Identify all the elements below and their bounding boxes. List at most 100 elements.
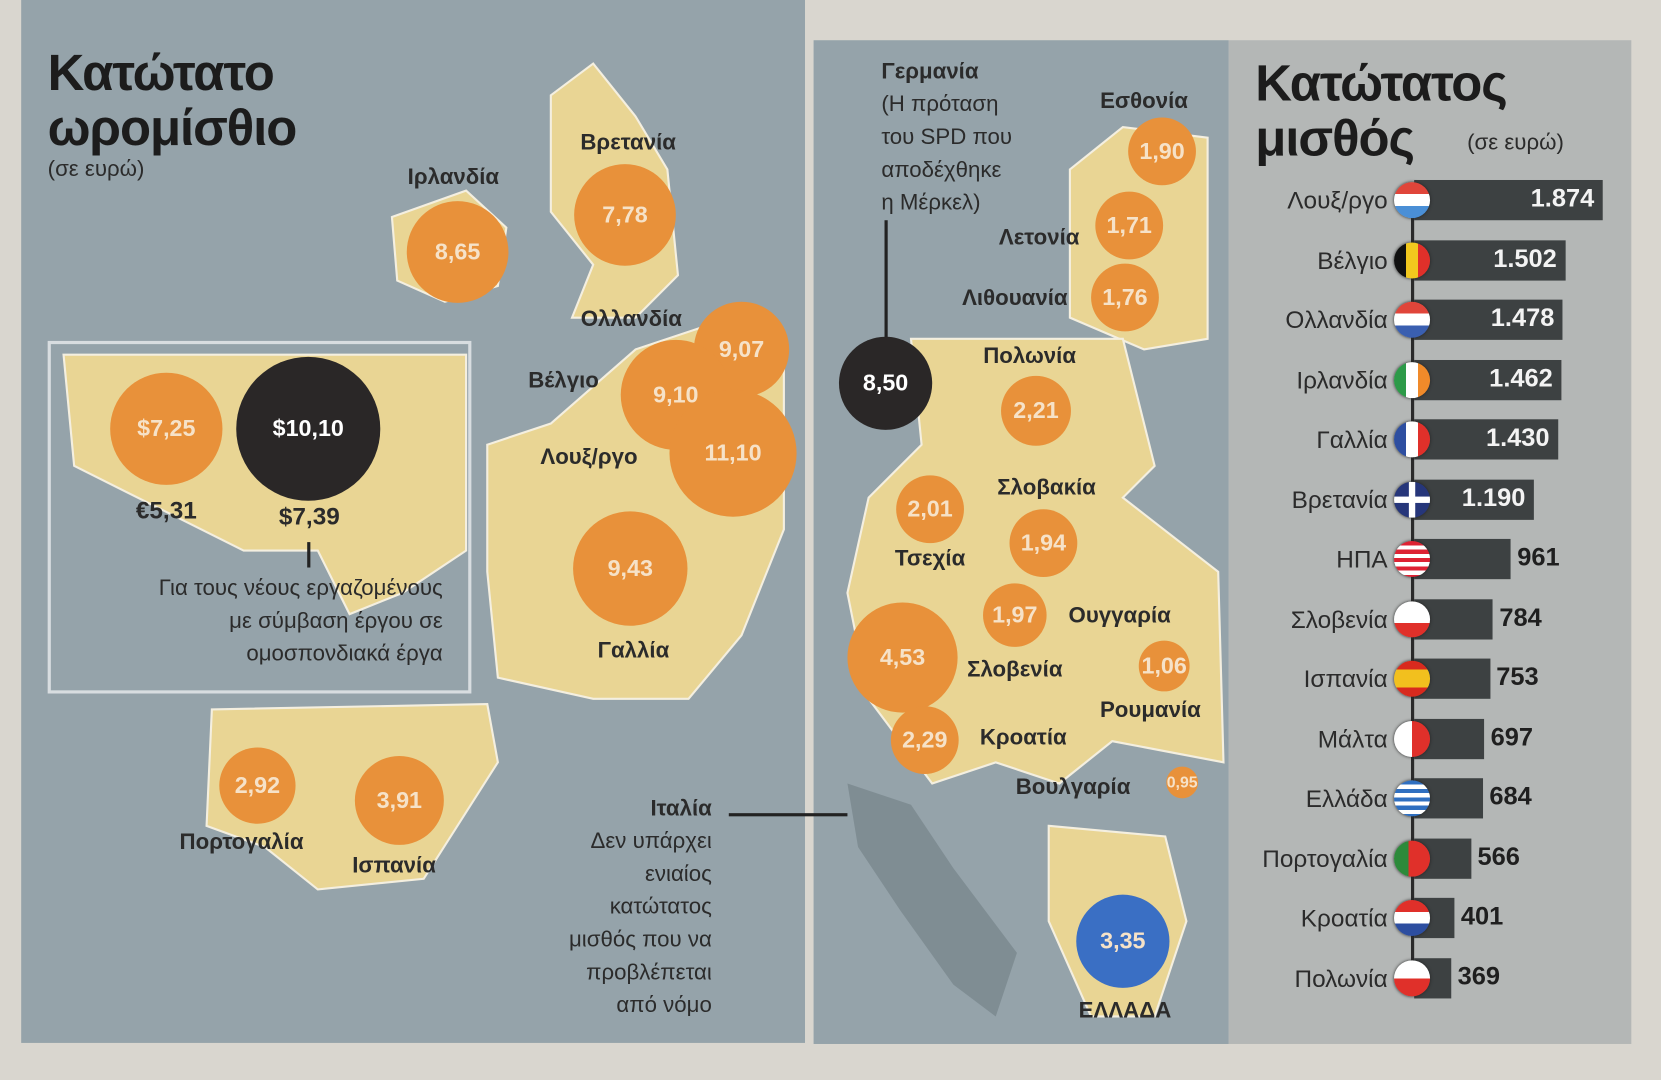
chart-row: Ελλάδα 684 [1229,776,1632,823]
value-bubble: 3,91 [354,755,444,845]
value-bubble: 2,29 [890,706,959,774]
italy-leader-line [728,813,848,817]
italy-note-line: μισθός που να [568,927,712,952]
chart-bar [1414,479,1534,520]
italy-note-line: προβλέπεται [586,960,712,985]
usa-note-line: Για τους νέους εργαζομένους [158,575,443,601]
flag-pl-icon [1394,959,1431,996]
chart-bar [1414,299,1563,340]
germany-bubble: 8,50 [838,336,933,430]
italy-note-line: Δεν υπάρχει [590,829,712,854]
country-label: Πολωνία [983,344,1077,369]
value-bubble: 1,90 [1128,117,1196,186]
germany-note-line: του SPD που [881,124,1013,150]
chart-row: Γαλλία 1.430 [1229,417,1632,464]
chart-bar [1414,239,1566,281]
row-label: Γαλλία [1316,425,1388,454]
flag-pt-icon [1394,840,1431,877]
value-bubble: 1,94 [1009,509,1078,578]
minimum-wage-chart: Κατώτατος μισθός (σε ευρώ) Λουξ/ργο 1.87… [1228,40,1632,1044]
chart-row: Ιρλανδία 1.462 [1229,357,1632,404]
country-label: Βρετανία [580,130,676,155]
chart-row: Μάλτα 697 [1229,716,1632,763]
land-italy [847,783,1017,1017]
flag-lu-icon [1394,182,1431,219]
bar-value-label: 961 [1517,543,1560,572]
chart-row: Ισπανία 753 [1229,656,1632,703]
value-bubble: 7,78 [574,164,676,266]
chart-bar [1414,538,1511,580]
chart-row: Σλοβενία 784 [1229,597,1632,644]
chart-row: Ολλανδία 1.478 [1229,298,1632,345]
italy-note-line: από νόμο [616,993,712,1018]
flag-gb-icon [1394,481,1431,518]
country-label: Σλοβακία [997,475,1096,500]
chart-axis-line [1410,199,1415,983]
bar-value-label: 697 [1490,722,1534,752]
left-title-line1: Κατώτατο [47,45,275,102]
italy-note-line: ενιαίος [644,861,712,887]
bar-value-label: 684 [1489,782,1532,812]
usa-note: Για τους νέους εργαζομένους με σύμβαση έ… [159,572,443,670]
usa-proposed-eur: $7,39 [278,502,340,530]
row-label: Κροατία [1300,904,1388,932]
country-label: Ολλανδία [580,307,682,332]
value-bubble: 9,43 [573,511,688,626]
chart-row: Πορτογαλία 566 [1229,836,1632,883]
bar-value-label: 753 [1496,662,1539,692]
chart-row: Βέλγιο 1.502 [1229,238,1632,285]
country-label: Πορτογαλία [179,830,304,855]
bar-value-label: 1.462 [1489,363,1553,393]
italy-note: Ιταλία Δεν υπάρχει ενιαίος κατώτατος μισ… [569,792,712,1022]
country-label: Εσθονία [1100,88,1188,114]
italy-note-title: Ιταλία [650,796,712,821]
left-unit: (σε ευρώ) [47,156,145,182]
chart-row: Κροατία 401 [1229,896,1632,943]
row-label: ΗΠΑ [1336,545,1388,573]
value-bubble: 1,06 [1138,640,1190,692]
country-label: Βέλγιο [528,368,599,393]
row-label: Ελλάδα [1305,784,1388,813]
flag-hr-icon [1394,899,1431,936]
germany-leader-line [884,220,888,339]
chart-bar [1414,419,1559,460]
flag-es-icon [1394,660,1431,697]
value-bubble: 0,95 [1166,766,1199,799]
chart-row: Λουξ/ργο 1.874 [1229,178,1632,225]
chart-row: ΗΠΑ 961 [1229,537,1632,584]
bar-value-label: 784 [1499,602,1542,632]
usa-inset [47,340,472,694]
flag-us-icon [1394,541,1431,578]
germany-note-line: η Μέρκελ) [881,190,981,215]
germany-note-title: Γερμανία [881,59,979,84]
value-bubble: 8,65 [406,201,509,303]
country-label: Κροατία [979,725,1067,750]
value-bubble: 1,71 [1095,191,1164,260]
row-label: Ολλανδία [1285,305,1388,334]
bar-value-label: 1.190 [1461,483,1526,512]
value-bubble: 4,53 [847,602,958,713]
country-label: Ιρλανδία [407,165,500,190]
germany-note: Γερμανία (Η πρόταση του SPD που αποδέχθη… [881,55,1012,219]
chart-title: Κατώτατος μισθός [1255,56,1507,168]
value-bubble: 1,76 [1091,263,1159,332]
country-label: Λουξ/ργο [540,444,638,470]
country-label: Σλοβενία [967,657,1063,682]
usa-proposed-bubble: $10,10 [236,356,381,501]
country-label: Ουγγαρία [1068,603,1171,628]
left-title-line2: ωρομίσθιο [47,100,298,157]
chart-row: Βρετανία 1.190 [1229,477,1632,524]
value-bubble: 2,01 [896,475,964,544]
row-label: Βέλγιο [1317,246,1388,274]
country-label: Γαλλία [597,638,670,663]
country-label: Ισπανία [352,853,436,878]
usa-note-line: ομοσπονδιακά έργα [246,641,443,666]
flag-ie-icon [1394,361,1431,398]
land-iberia [205,703,499,891]
bar-value-label: 1.430 [1485,423,1550,453]
flag-nl-icon [1394,301,1431,338]
row-label: Λουξ/ργο [1287,186,1388,214]
bar-value-label: 1.874 [1530,184,1595,213]
country-label: Βουλγαρία [1015,775,1131,800]
bar-value-label: 566 [1477,842,1520,871]
